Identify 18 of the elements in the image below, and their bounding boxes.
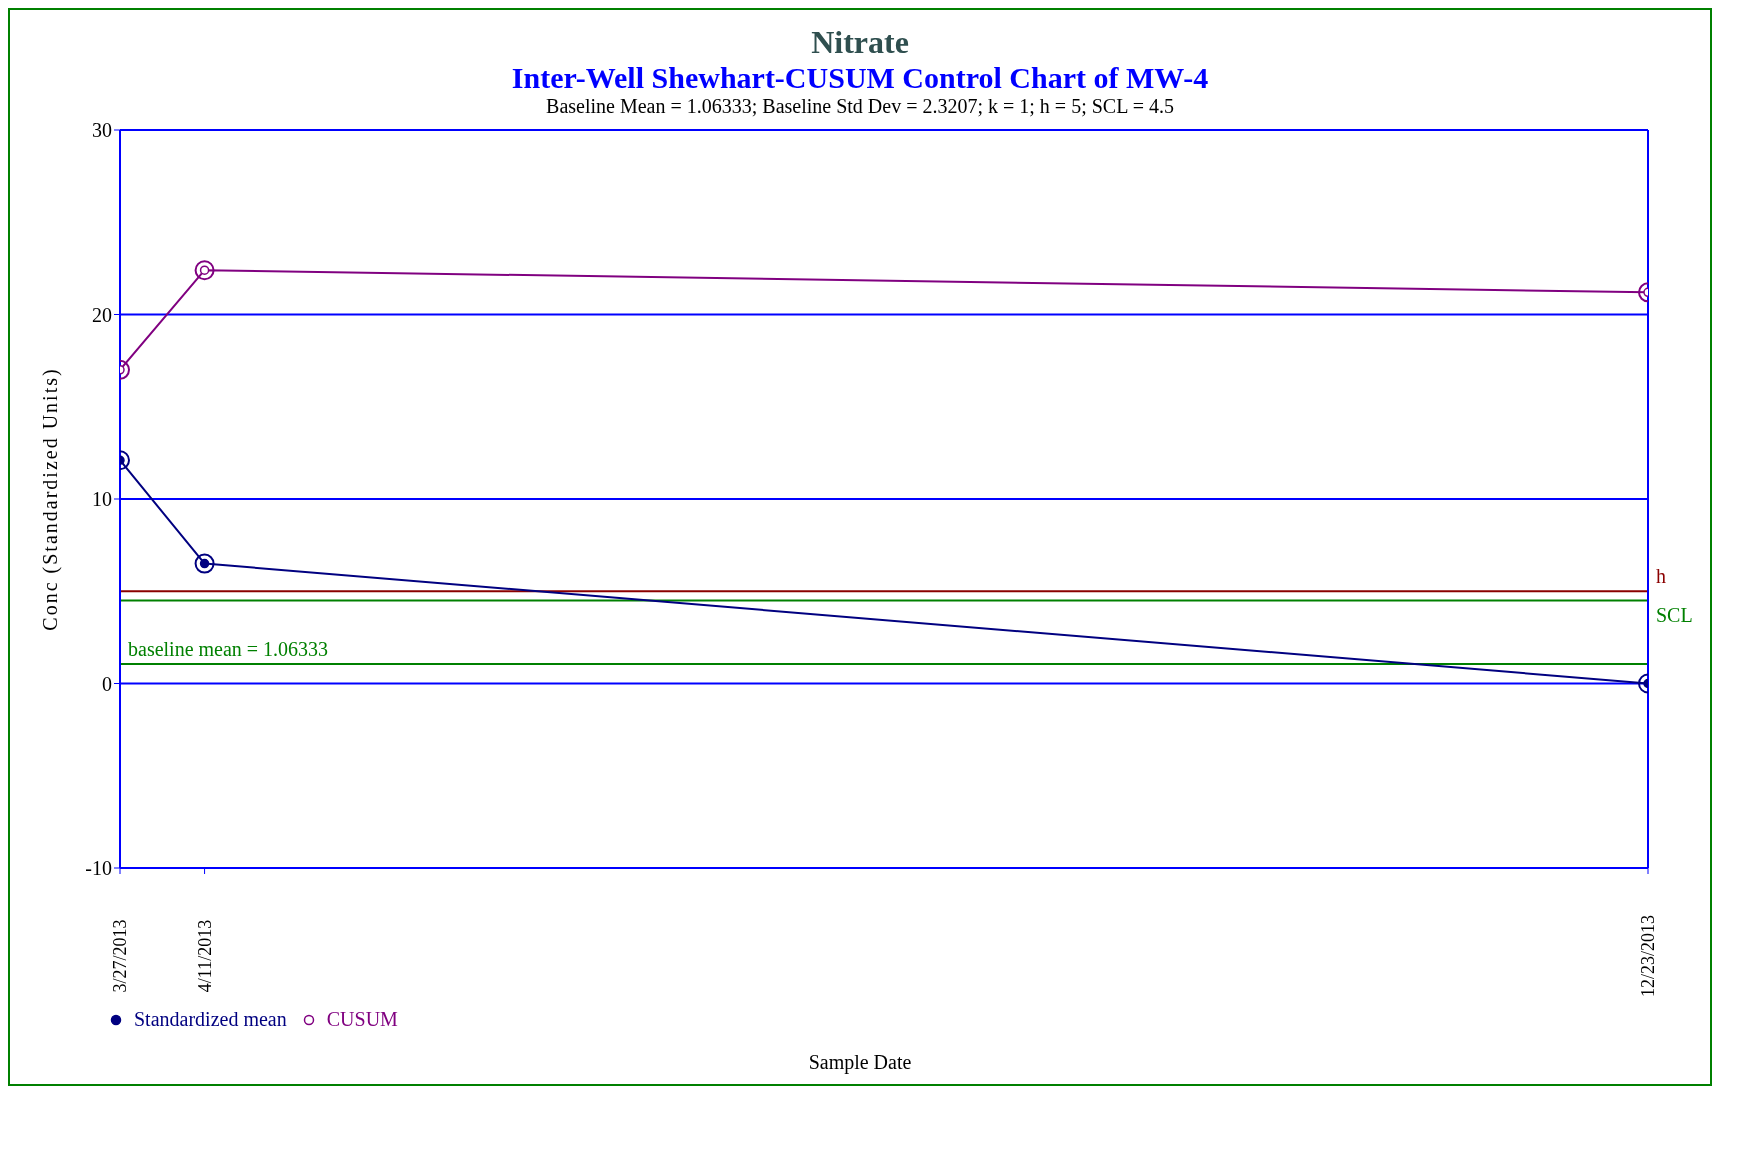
ref-line-label: SCL [1656,604,1693,627]
x-tick-label: 3/27/2013 [110,919,130,993]
ref-line-label: baseline mean = 1.06333 [128,637,329,660]
legend-label: CUSUM [325,1008,398,1031]
y-tick-label: 10 [92,488,112,511]
x-tick-label: 12/23/2013 [1638,914,1658,998]
legend-label: Standardized mean [133,1008,287,1031]
y-tick-label: 30 [92,119,112,142]
chart-title: Nitrate [810,24,910,61]
x-axis-title: Sample Date [807,1051,913,1074]
y-axis-title: Conc (Standardized Units) [39,367,63,631]
text: Baseline Mean = 1.06333; Baseline Std Dev = 2.3207; k = 1; h = 5; SCL = 4.5 [545,95,1175,118]
x-tick-label: 4/11/2013 [194,919,215,993]
y-tick-label: 20 [92,303,112,326]
y-tick-label: 0 [102,672,112,695]
ref-line-label: h [1656,565,1666,588]
chart-subtitle: Inter-Well Shewhart-CUSUM Control Chart of MW-4 [510,61,1210,95]
y-tick-label: -10 [85,857,112,880]
